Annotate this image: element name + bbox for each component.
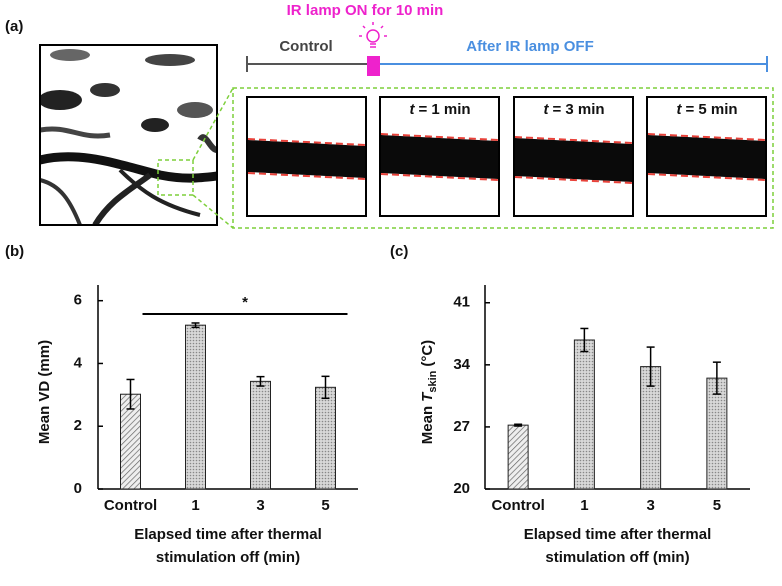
y-tick-label: 2 <box>74 417 82 434</box>
frame-symbol: t <box>543 101 549 118</box>
charts: (b) 0 2 4 6 Control 1 3 5 * Elapsed time after the… <box>5 243 750 566</box>
error-bar <box>256 375 265 387</box>
y-tick-label: 34 <box>453 356 470 373</box>
x-axis-label: stimulation off (min) <box>545 549 689 566</box>
x-tick-label: Control <box>491 497 544 514</box>
lamp-icon <box>359 22 387 48</box>
frame-text: = 3 min <box>552 101 604 118</box>
error-bar <box>126 378 135 410</box>
vessel-edge <box>247 138 366 146</box>
bar <box>250 380 271 490</box>
lamp-label: IR lamp ON for 10 min <box>287 2 444 19</box>
y-tick-label: 6 <box>74 292 82 309</box>
significance-label: * <box>242 294 248 311</box>
y-tick-label: 41 <box>453 294 470 311</box>
y-tick-label: 20 <box>453 480 470 497</box>
x-tick-label: 1 <box>580 497 588 514</box>
vessel-band <box>515 138 632 182</box>
frame-label: t = 1 min <box>409 101 470 118</box>
error-bar <box>712 361 721 395</box>
vessel-edge <box>514 136 633 144</box>
vessel-edge <box>380 173 499 181</box>
x-axis-label: Elapsed time after thermal <box>524 526 712 543</box>
x-tick-label: Control <box>104 497 157 514</box>
vessel-edge <box>647 173 766 181</box>
vessel-edge <box>647 133 766 141</box>
error-bar <box>580 327 589 353</box>
error-bar <box>321 375 330 400</box>
y-axis-label: Mean VD (mm) <box>36 340 53 444</box>
y-tick-label: 27 <box>453 418 470 435</box>
bar <box>185 324 206 490</box>
y-axis-label: Mean Tskin (°C) <box>419 340 439 444</box>
timeline-label: Control <box>279 38 332 55</box>
vessel-edge <box>247 172 366 180</box>
frames: t = 1 min t = 3 min t = 5 min <box>246 96 767 217</box>
frame-label: t = 5 min <box>676 101 737 118</box>
y-label-unit: (°C) <box>419 340 436 367</box>
vessel-image <box>40 45 217 225</box>
error-bar <box>514 423 523 427</box>
error-bar <box>646 346 655 387</box>
error-bar <box>191 322 200 329</box>
x-tick-label: 3 <box>646 497 654 514</box>
x-tick-label: 5 <box>713 497 721 514</box>
y-label-subscript: skin <box>427 370 439 392</box>
bar <box>507 424 529 490</box>
frame-text: = 5 min <box>685 101 737 118</box>
y-label-symbol: T <box>419 391 436 402</box>
x-tick-label: 1 <box>191 497 199 514</box>
x-tick-label: 5 <box>321 497 329 514</box>
frame-symbol: t <box>676 101 682 118</box>
y-tick-label: 4 <box>74 354 83 371</box>
x-axis-label: stimulation off (min) <box>156 549 300 566</box>
vessel-band <box>648 135 765 179</box>
vessel-edge <box>514 176 633 184</box>
bar <box>573 339 595 490</box>
timeline-label: After IR lamp OFF <box>466 38 594 55</box>
frame-label: t = 3 min <box>543 101 604 118</box>
panel-label: (a) <box>5 18 23 35</box>
frame-symbol: t <box>409 101 415 118</box>
vessel-band <box>248 140 365 178</box>
x-axis-label: Elapsed time after thermal <box>134 526 322 543</box>
bar <box>315 386 336 490</box>
y-tick-label: 0 <box>74 480 82 497</box>
panel-label: (b) <box>5 243 24 260</box>
frame-text: = 1 min <box>418 101 470 118</box>
vessel-band <box>381 135 498 179</box>
y-label-text: Mean <box>419 406 436 444</box>
panel-label: (c) <box>390 243 408 260</box>
x-tick-label: 3 <box>256 497 264 514</box>
vessel-edge <box>380 133 499 141</box>
